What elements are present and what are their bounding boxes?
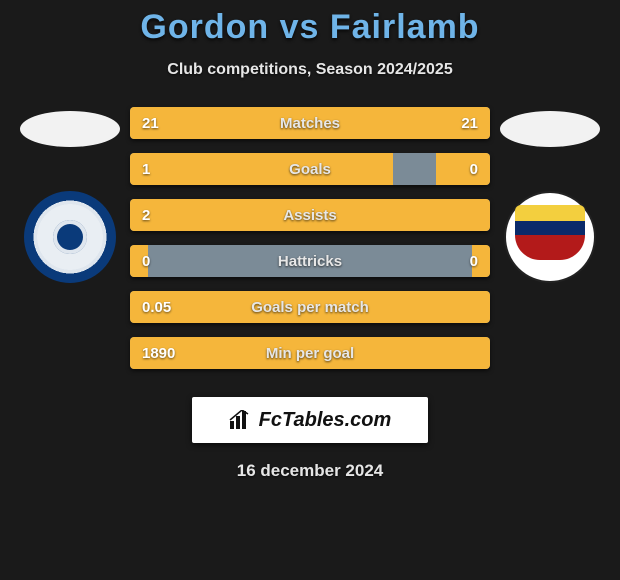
comparison-infographic: Gordon vs Fairlamb Club competitions, Se… (0, 0, 620, 580)
crest-band-mid (515, 221, 585, 235)
stat-bar: Goals1 0 (130, 153, 490, 185)
stat-value-left: 1 (142, 153, 150, 185)
crest-band-top (515, 205, 585, 221)
stat-value-right: 0 (470, 245, 478, 277)
stat-label: Goals per match (130, 291, 490, 323)
snapshot-date: 16 december 2024 (0, 461, 620, 481)
club-crest-right (504, 191, 596, 283)
stats-bars: Matches2121Goals10Assists2Hattricks00Goa… (130, 107, 490, 383)
stat-bar: Min per goal1890 (130, 337, 490, 369)
stat-bar: Assists2 (130, 199, 490, 231)
stat-label: Goals (130, 153, 490, 185)
stat-bar: Hattricks0 0 (130, 245, 490, 277)
stat-value-left: 0 (142, 245, 150, 277)
stat-value-left: 0.05 (142, 291, 171, 323)
stat-value-left: 1890 (142, 337, 175, 369)
player-photo-placeholder-right (500, 111, 600, 147)
stat-label: Hattricks (130, 245, 490, 277)
stat-value-left: 2 (142, 199, 150, 231)
stat-value-right: 21 (461, 107, 478, 139)
brand-box[interactable]: FcTables.com (192, 397, 428, 443)
stat-value-left: 21 (142, 107, 159, 139)
bar-chart-icon (229, 410, 251, 430)
content-row: Matches2121Goals10Assists2Hattricks00Goa… (0, 107, 620, 383)
stat-label: Assists (130, 199, 490, 231)
stat-bar: Matches21 21 (130, 107, 490, 139)
stat-bar: Goals per match0.05 (130, 291, 490, 323)
page-subtitle: Club competitions, Season 2024/2025 (0, 61, 620, 79)
club-crest-left (24, 191, 116, 283)
brand-text: FcTables.com (259, 409, 392, 432)
stat-label: Matches (130, 107, 490, 139)
stat-value-right: 0 (470, 153, 478, 185)
page-title: Gordon vs Fairlamb (0, 8, 620, 47)
crest-band-bot (515, 235, 585, 260)
right-player-column (490, 107, 610, 283)
stat-label: Min per goal (130, 337, 490, 369)
left-player-column (10, 107, 130, 283)
player-photo-placeholder-left (20, 111, 120, 147)
